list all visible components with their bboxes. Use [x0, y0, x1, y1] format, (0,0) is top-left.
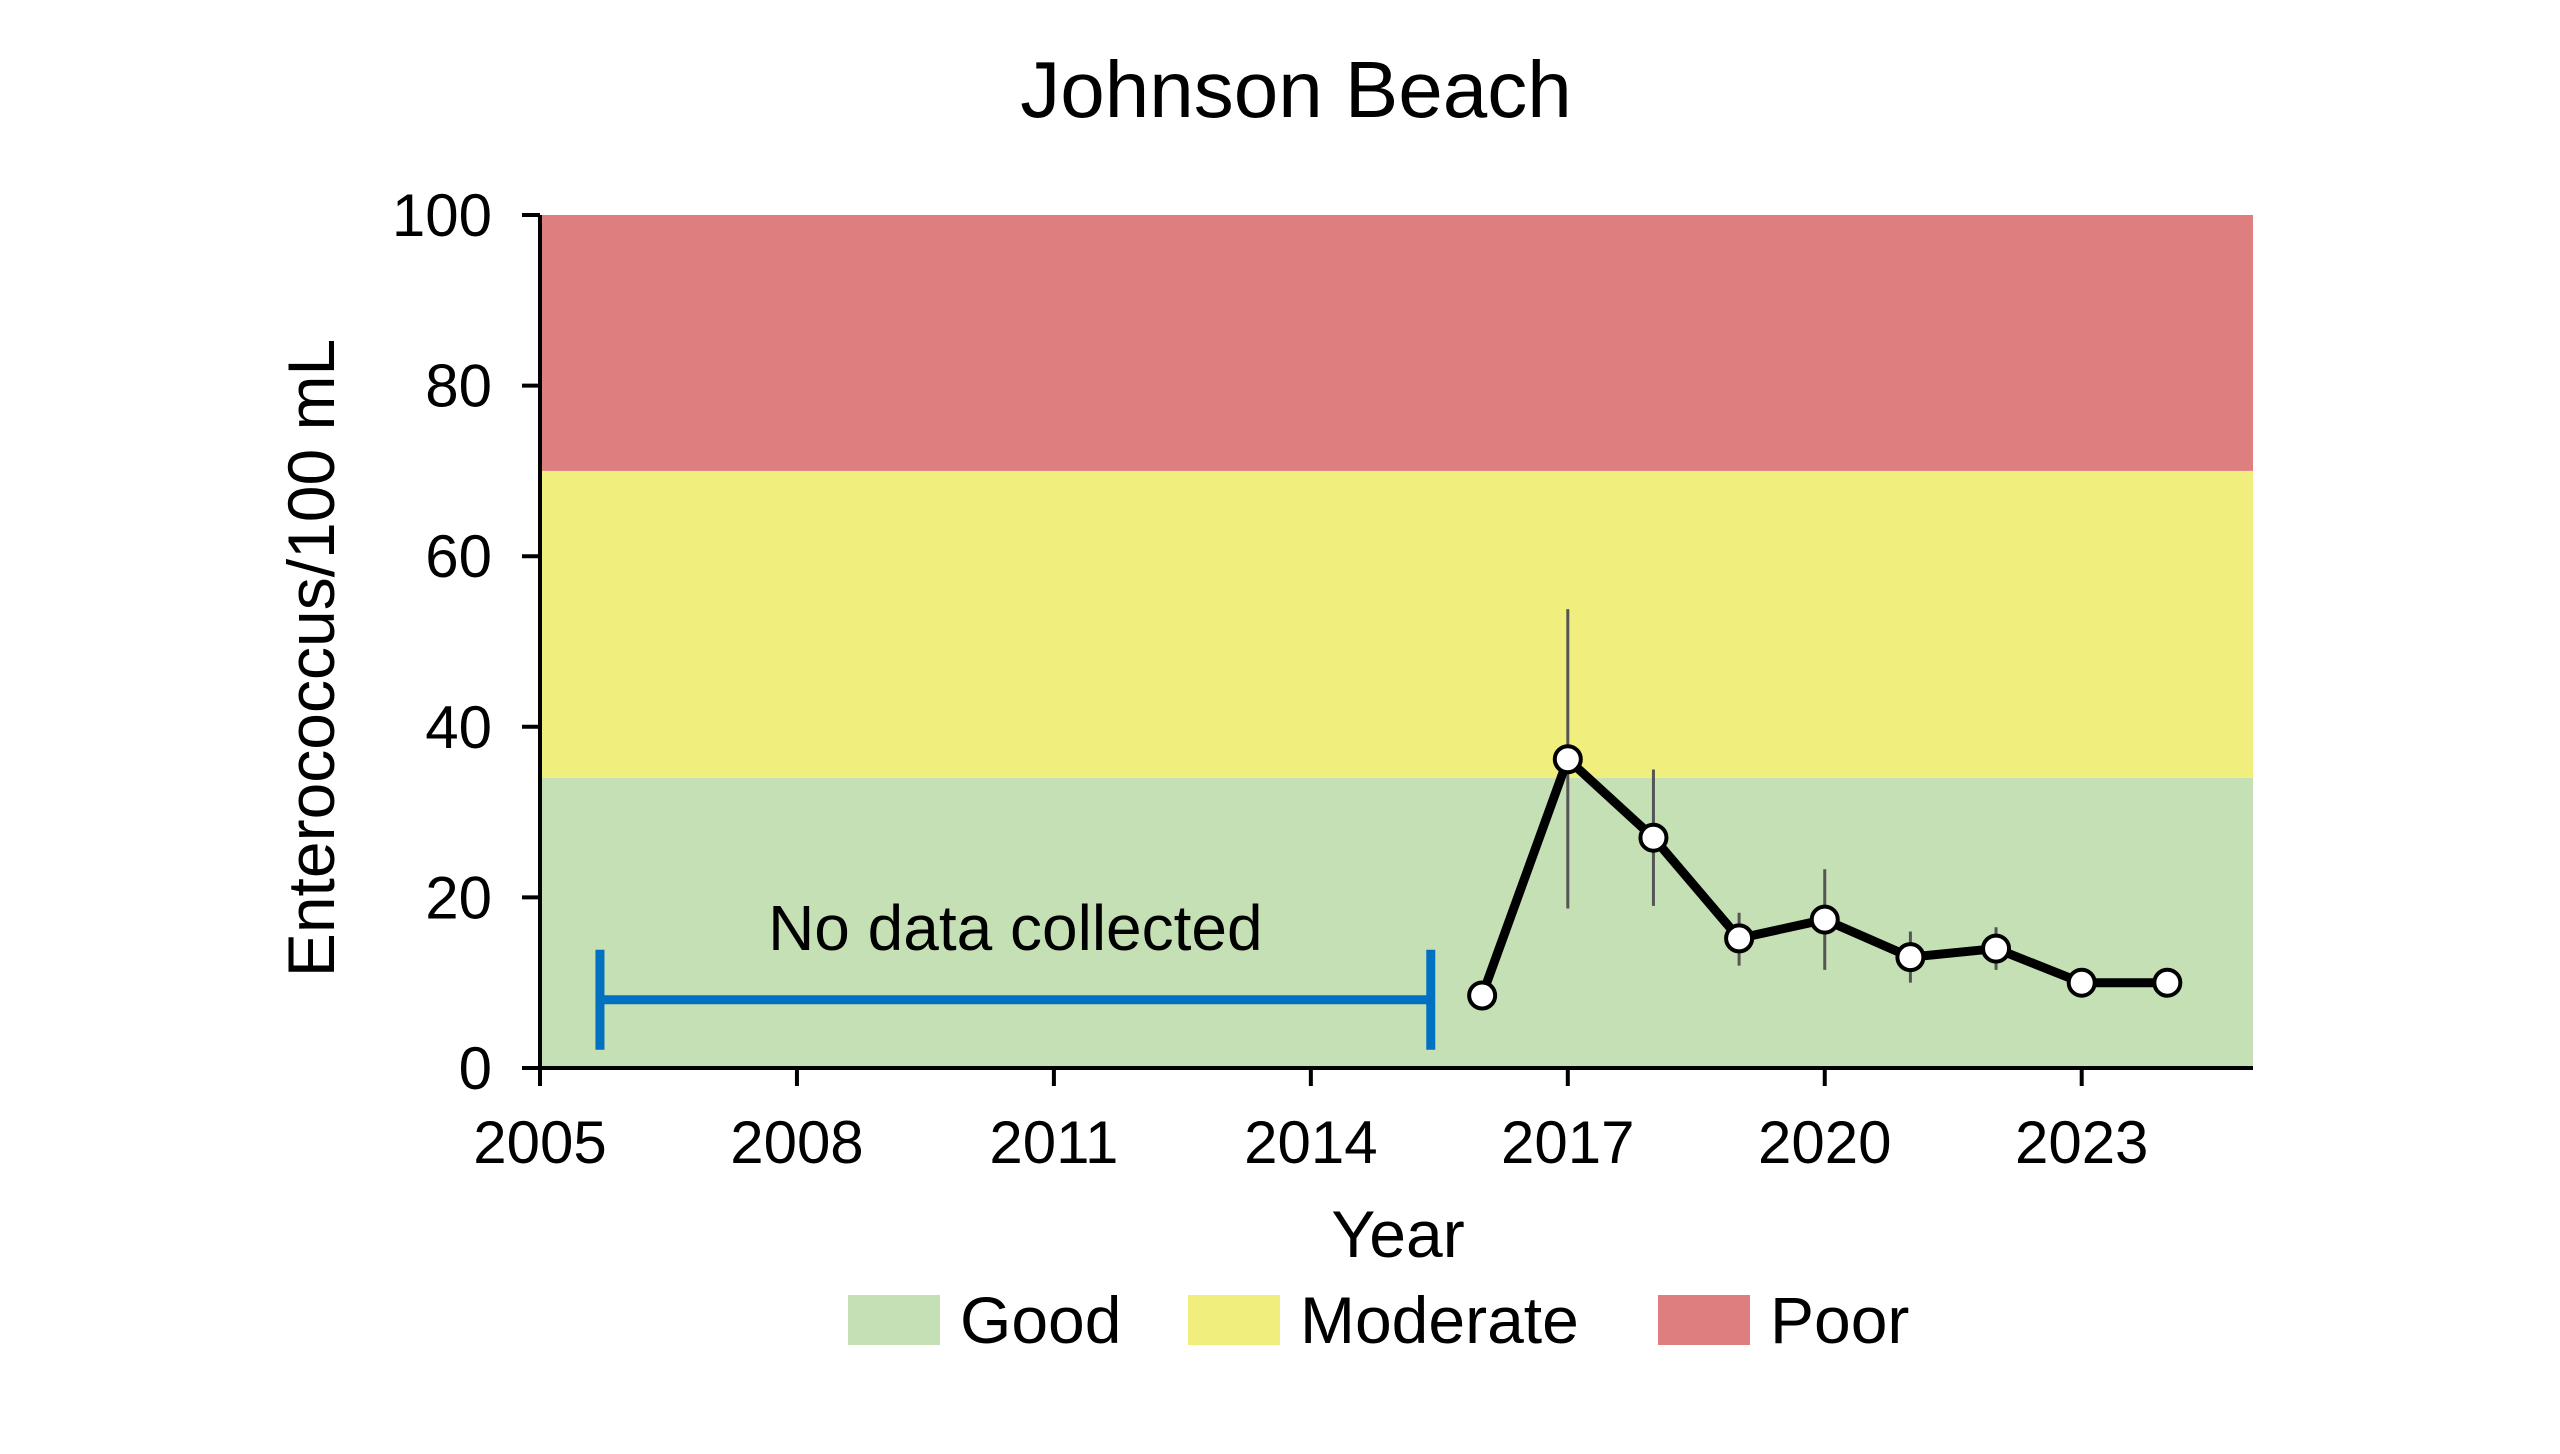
- data-point: [1552, 744, 1583, 775]
- legend-swatch-poor: [1658, 1295, 1750, 1345]
- data-point: [1895, 942, 1926, 973]
- y-tick-label: 80: [425, 353, 492, 420]
- tick-labels: 2005 2008 2011 2014 2017 2020 2023 0 20 40 60 80 100: [392, 182, 2149, 1176]
- data-point: [2152, 967, 2183, 998]
- x-axis-label: Year: [1331, 1197, 1464, 1271]
- data-series: [1467, 744, 2183, 1011]
- data-point: [1467, 980, 1498, 1011]
- chart-title: Johnson Beach: [1020, 45, 1572, 134]
- x-tick-label: 2020: [1758, 1109, 1891, 1176]
- x-tick-label: 2011: [989, 1109, 1118, 1176]
- legend-swatch-moderate: [1188, 1295, 1280, 1345]
- data-point: [1981, 933, 2012, 964]
- y-tick-label: 0: [459, 1035, 492, 1102]
- band-moderate: [540, 470, 2253, 778]
- band-poor: [540, 215, 2253, 471]
- band-good: [540, 777, 2253, 1068]
- y-axis-label: Enterococcus/100 mL: [274, 339, 348, 977]
- y-tick-label: 20: [425, 864, 492, 931]
- legend-label-good: Good: [960, 1283, 1121, 1357]
- data-point: [1638, 822, 1669, 853]
- legend-label-poor: Poor: [1770, 1283, 1909, 1357]
- y-tick-label: 60: [425, 523, 492, 590]
- quality-bands: [540, 215, 2253, 1068]
- x-tick-label: 2014: [1244, 1109, 1377, 1176]
- annotation-text: No data collected: [768, 892, 1263, 964]
- legend-swatch-good: [848, 1295, 940, 1345]
- data-point: [1809, 904, 1840, 935]
- legend: Good Moderate Poor: [848, 1283, 1909, 1357]
- y-tick-label: 100: [392, 182, 492, 249]
- x-tick-label: 2023: [2015, 1109, 2148, 1176]
- no-data-annotation: No data collected: [595, 892, 1436, 1050]
- x-tick-label: 2017: [1501, 1109, 1634, 1176]
- y-tick-label: 40: [425, 694, 492, 761]
- x-tick-label: 2008: [730, 1109, 863, 1176]
- axes: [522, 213, 2253, 1086]
- x-tick-label: 2005: [473, 1109, 606, 1176]
- data-point: [1724, 923, 1755, 954]
- legend-label-moderate: Moderate: [1300, 1283, 1579, 1357]
- data-point: [2066, 967, 2097, 998]
